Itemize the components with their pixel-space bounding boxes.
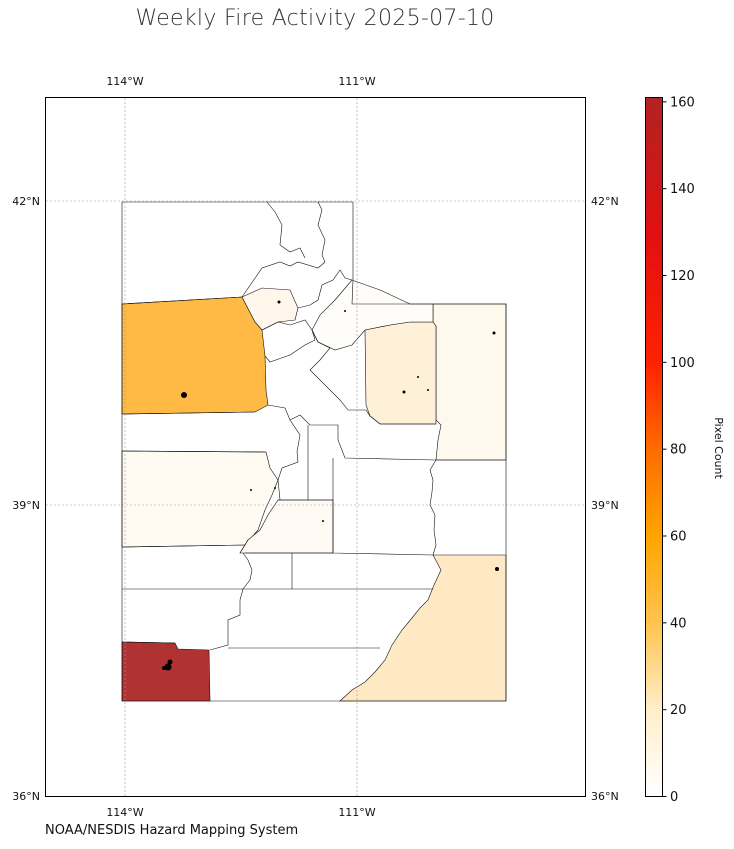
lat-label-right-2: 39°N xyxy=(591,499,619,512)
lat-label-left-1: 42°N xyxy=(12,195,40,208)
colorbar-tick-label: 80 xyxy=(670,443,687,458)
fire-point xyxy=(277,300,281,304)
colorbar-tick-label: 100 xyxy=(670,356,695,371)
colorbar-label: Pixel Count xyxy=(712,417,725,479)
county-uintah xyxy=(432,303,507,461)
fire-point xyxy=(162,666,166,670)
lon-label-bottom-1: 114°W xyxy=(106,806,143,819)
county-box-elder xyxy=(121,296,269,415)
fire-point xyxy=(417,376,419,378)
fire-point xyxy=(427,389,429,391)
lon-label-top-1: 114°W xyxy=(106,75,143,88)
fire-detections xyxy=(162,300,499,671)
fire-point xyxy=(322,520,324,522)
fire-point xyxy=(250,489,252,491)
colorbar-tick-label: 0 xyxy=(670,790,678,805)
fire-point xyxy=(402,390,406,394)
lat-label-right-3: 36°N xyxy=(591,790,619,803)
fire-point xyxy=(495,567,499,571)
colorbar-tick-label: 20 xyxy=(670,703,687,718)
county-washington xyxy=(121,641,211,702)
fire-point xyxy=(344,310,346,312)
colorbar-tick-label: 60 xyxy=(670,530,687,545)
map-title: Weekly Fire Activity 2025-07-10 xyxy=(135,6,495,31)
colorbar-tick-label: 120 xyxy=(670,269,695,284)
fire-point xyxy=(181,392,187,398)
gridlines xyxy=(46,98,585,796)
lat-label-left-3: 36°N xyxy=(12,790,40,803)
fire-point xyxy=(274,487,276,489)
lon-label-top-2: 111°W xyxy=(338,75,375,88)
colorbar-tick-label: 40 xyxy=(670,616,687,631)
data-source-credit: NOAA/NESDIS Hazard Mapping System xyxy=(45,823,299,838)
county-cache xyxy=(241,287,299,331)
fire-point xyxy=(164,663,172,671)
colorbar-ticks: 0 20 40 60 80 100 120 140 160 xyxy=(662,95,695,805)
colorbar-tick-label: 160 xyxy=(670,95,695,110)
county-millard xyxy=(121,450,279,548)
colorbar-tick-label: 140 xyxy=(670,182,695,197)
county-duchesne xyxy=(364,321,437,425)
lon-label-bottom-2: 111°W xyxy=(338,806,375,819)
county-boundaries xyxy=(121,201,507,702)
fire-point xyxy=(167,659,173,665)
colorbar xyxy=(645,97,663,797)
lat-label-left-2: 39°N xyxy=(12,499,40,512)
fire-point xyxy=(492,331,496,335)
lat-label-right-1: 42°N xyxy=(591,195,619,208)
